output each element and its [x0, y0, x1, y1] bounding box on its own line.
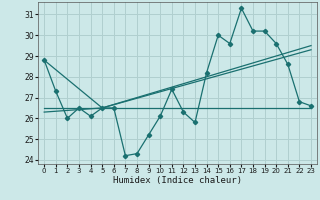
X-axis label: Humidex (Indice chaleur): Humidex (Indice chaleur): [113, 176, 242, 185]
